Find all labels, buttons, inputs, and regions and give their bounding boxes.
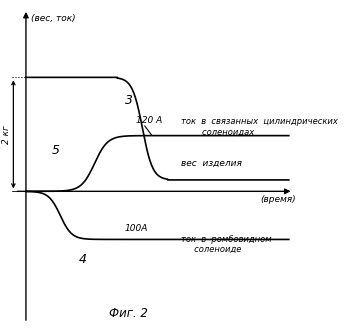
Text: 3: 3: [125, 94, 133, 107]
Text: (время): (время): [260, 195, 296, 204]
Text: Фиг. 2: Фиг. 2: [109, 307, 148, 320]
Text: 5: 5: [52, 144, 60, 157]
Text: 120 А: 120 А: [136, 117, 162, 125]
Text: (вес, ток): (вес, ток): [30, 14, 75, 23]
Text: вес  изделия: вес изделия: [181, 159, 242, 168]
Text: 2 кг: 2 кг: [2, 125, 11, 144]
Text: 4: 4: [79, 253, 87, 266]
Text: ток  в  связанных  цилиндрических
        соленоидах: ток в связанных цилиндрических соленоида…: [181, 117, 338, 136]
Text: 100А: 100А: [124, 224, 148, 233]
Text: ток  в  ромбовидном
     соленоиде: ток в ромбовидном соленоиде: [181, 235, 272, 254]
